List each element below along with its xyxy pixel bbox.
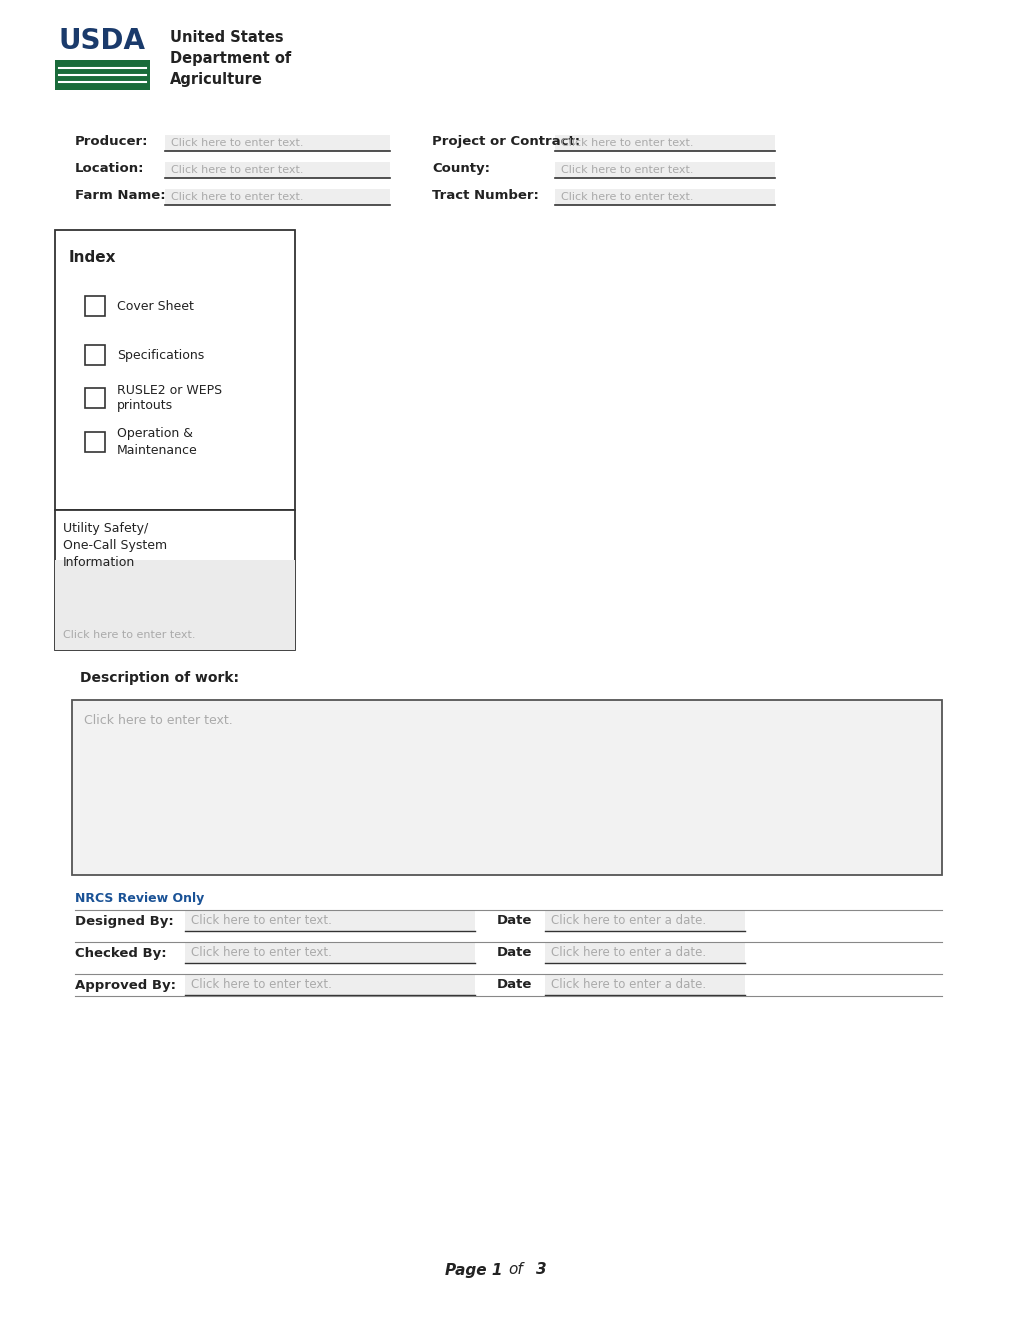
Bar	[165, 135, 389, 150]
Bar	[85, 345, 105, 366]
Text: Approved By:: Approved By:	[75, 978, 176, 991]
Bar	[544, 975, 744, 995]
Bar	[55, 560, 294, 649]
Text: Checked By:: Checked By:	[75, 946, 166, 960]
Text: Designed By:: Designed By:	[75, 915, 173, 928]
Bar	[55, 230, 294, 510]
Text: Description of work:: Description of work:	[79, 671, 238, 685]
Text: Location:: Location:	[75, 162, 145, 176]
Bar	[184, 975, 475, 995]
Bar	[544, 942, 744, 964]
Bar	[184, 911, 475, 931]
Text: Click here to enter text.: Click here to enter text.	[560, 191, 693, 202]
Bar	[165, 189, 389, 205]
Bar	[554, 162, 774, 178]
Bar	[85, 388, 105, 408]
Bar	[85, 432, 105, 451]
Text: Date: Date	[496, 915, 532, 928]
Text: Date: Date	[496, 978, 532, 991]
Bar	[544, 911, 744, 931]
Text: County:: County:	[432, 162, 489, 176]
Text: Click here to enter text.: Click here to enter text.	[191, 946, 331, 960]
Bar	[165, 162, 389, 178]
Text: Date: Date	[496, 946, 532, 960]
Bar	[72, 700, 942, 875]
Text: Cover Sheet: Cover Sheet	[117, 300, 194, 313]
Text: Click here to enter text.: Click here to enter text.	[171, 165, 304, 176]
Text: Click here to enter text.: Click here to enter text.	[63, 630, 196, 640]
Bar	[55, 510, 294, 649]
Bar	[554, 135, 774, 150]
Text: United States
Department of
Agriculture: United States Department of Agriculture	[170, 30, 291, 87]
Text: USDA: USDA	[59, 26, 146, 55]
Text: Click here to enter text.: Click here to enter text.	[171, 139, 304, 148]
Text: Farm Name:: Farm Name:	[75, 189, 165, 202]
Text: Index: Index	[69, 249, 116, 265]
Text: NRCS Review Only: NRCS Review Only	[75, 892, 204, 906]
Text: Click here to enter text.: Click here to enter text.	[560, 165, 693, 176]
Text: Tract Number:: Tract Number:	[432, 189, 538, 202]
Text: Click here to enter a date.: Click here to enter a date.	[550, 915, 705, 928]
Bar	[85, 296, 105, 315]
Text: Click here to enter text.: Click here to enter text.	[171, 191, 304, 202]
Text: Click here to enter text.: Click here to enter text.	[560, 139, 693, 148]
Text: of: of	[507, 1262, 523, 1278]
Text: Click here to enter text.: Click here to enter text.	[84, 714, 232, 727]
Text: Producer:: Producer:	[75, 135, 149, 148]
Bar	[184, 942, 475, 964]
Text: Click here to enter text.: Click here to enter text.	[191, 915, 331, 928]
Text: Click here to enter a date.: Click here to enter a date.	[550, 946, 705, 960]
Text: RUSLE2 or WEPS
printouts: RUSLE2 or WEPS printouts	[117, 384, 222, 412]
Text: Operation &
Maintenance: Operation & Maintenance	[117, 428, 198, 457]
Text: Click here to enter a date.: Click here to enter a date.	[550, 978, 705, 991]
Bar	[55, 59, 150, 90]
Text: Click here to enter text.: Click here to enter text.	[191, 978, 331, 991]
Text: Utility Safety/
One-Call System
Information: Utility Safety/ One-Call System Informat…	[63, 521, 167, 569]
Text: Page 1: Page 1	[445, 1262, 507, 1278]
Text: 3: 3	[535, 1262, 546, 1278]
Text: Project or Contract:: Project or Contract:	[432, 135, 580, 148]
Bar	[554, 189, 774, 205]
Text: Specifications: Specifications	[117, 348, 204, 362]
